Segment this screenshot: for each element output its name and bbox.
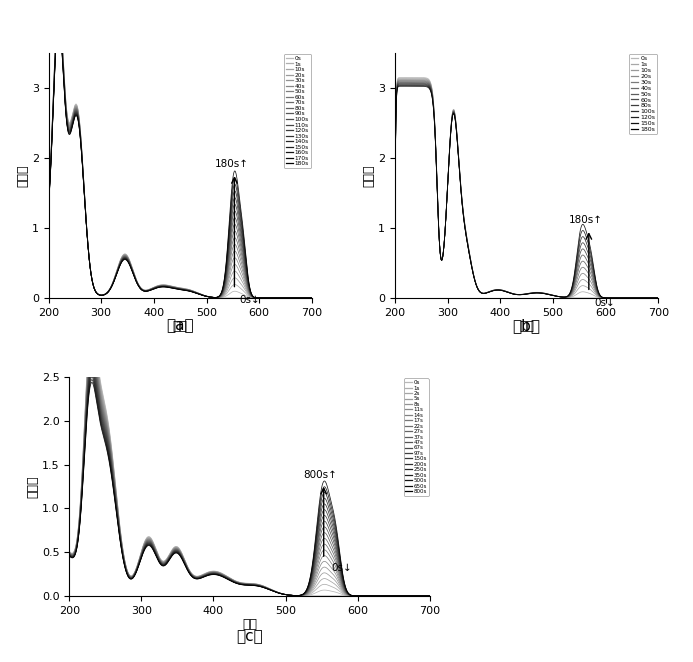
X-axis label: 波长: 波长 — [519, 320, 534, 334]
Text: 180s↑: 180s↑ — [215, 159, 249, 169]
Legend: 0s, 1s, 2s, 5s, 8s, 11s, 14s, 17s, 22s, 27s, 37s, 47s, 67s, 97s, 150s, 200s, 250: 0s, 1s, 2s, 5s, 8s, 11s, 14s, 17s, 22s, … — [403, 379, 428, 496]
Text: 800s↑: 800s↑ — [303, 471, 337, 481]
Text: （a）: （a） — [166, 318, 194, 333]
Text: （b）: （b） — [513, 318, 541, 333]
Legend: 0s, 1s, 10s, 20s, 30s, 40s, 50s, 60s, 80s, 100s, 120s, 150s, 180s: 0s, 1s, 10s, 20s, 30s, 40s, 50s, 60s, 80… — [629, 54, 657, 134]
Text: 0s↓: 0s↓ — [594, 298, 615, 308]
X-axis label: 波长: 波长 — [242, 618, 257, 632]
Legend: 0s, 1s, 10s, 20s, 30s, 40s, 50s, 60s, 70s, 80s, 90s, 100s, 110s, 120s, 130s, 140: 0s, 1s, 10s, 20s, 30s, 40s, 50s, 60s, 70… — [284, 54, 310, 168]
Text: 0s↓: 0s↓ — [331, 563, 351, 573]
Y-axis label: 吸光度: 吸光度 — [26, 475, 39, 498]
Y-axis label: 吸光度: 吸光度 — [16, 164, 29, 187]
Text: （c）: （c） — [236, 629, 263, 644]
Y-axis label: 吸光度: 吸光度 — [362, 164, 376, 187]
X-axis label: 波长: 波长 — [173, 320, 188, 334]
Text: 0s↓: 0s↓ — [240, 295, 261, 305]
Text: 180s↑: 180s↑ — [569, 215, 603, 225]
